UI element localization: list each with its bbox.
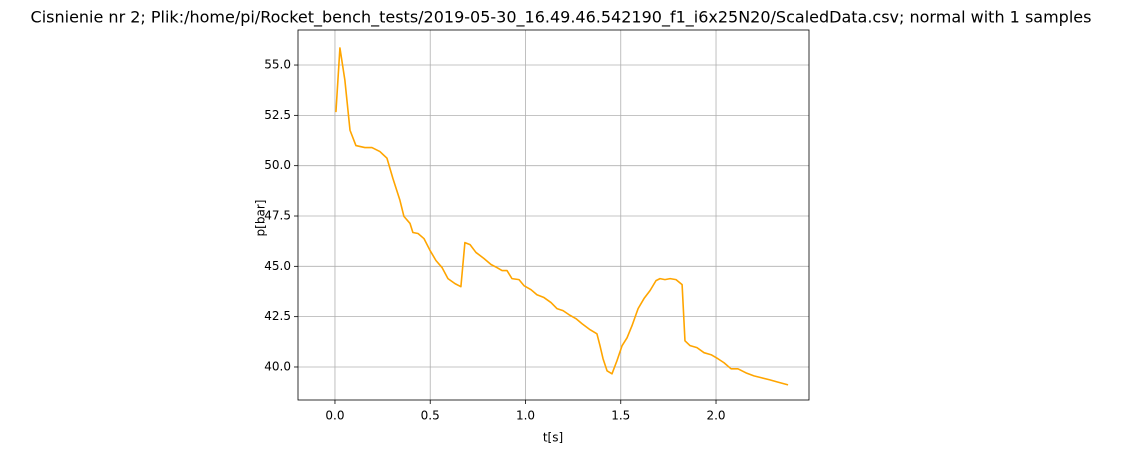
plot-frame xyxy=(297,29,810,401)
x-tick-label: 0.5 xyxy=(421,409,440,423)
x-tick-label: 2.0 xyxy=(706,409,725,423)
x-tick-label: 1.0 xyxy=(516,409,535,423)
x-tick-label: 0.0 xyxy=(325,409,344,423)
x-tick-label: 1.5 xyxy=(611,409,630,423)
x-axis-label: t[s] xyxy=(543,431,563,445)
y-tick-label: 42.5 xyxy=(264,309,291,323)
y-tick-label: 55.0 xyxy=(264,58,291,72)
chart-title: Cisnienie nr 2; Plik:/home/pi/Rocket_ben… xyxy=(31,8,1092,28)
y-tick-label: 40.0 xyxy=(264,359,291,373)
y-tick-label: 52.5 xyxy=(264,108,291,122)
data-line xyxy=(335,47,789,386)
y-tick-label: 47.5 xyxy=(264,209,291,223)
y-tick-label: 45.0 xyxy=(264,259,291,273)
y-tick-label: 50.0 xyxy=(264,158,291,172)
y-axis-label: p[bar] xyxy=(254,200,268,237)
